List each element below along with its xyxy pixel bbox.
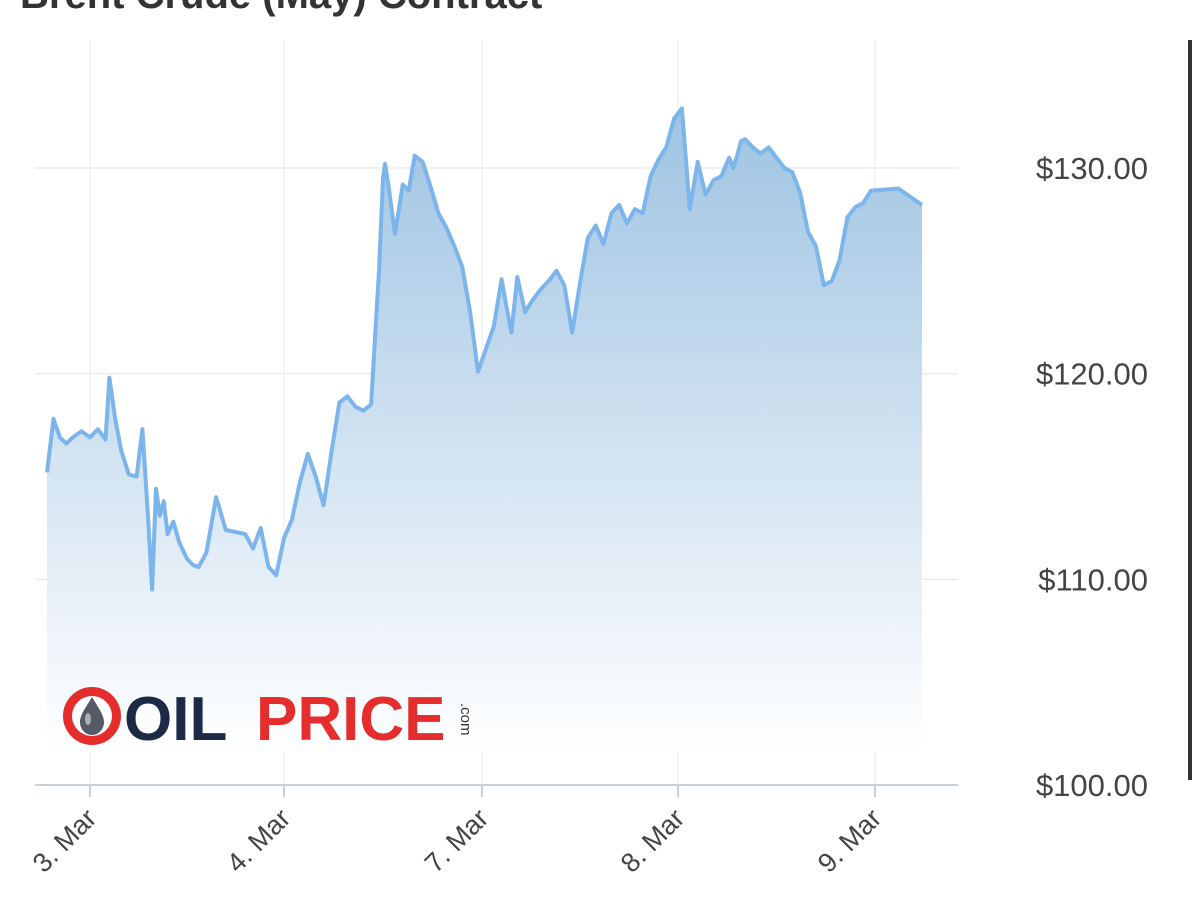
x-tick-label: 8. Mar (615, 803, 690, 878)
y-tick-label: $100.00 (1036, 768, 1148, 803)
x-tick-label: 7. Mar (419, 803, 494, 878)
y-tick-label: $130.00 (1036, 151, 1148, 186)
oilprice-logo: OIL PRICE .com (63, 685, 474, 754)
price-area (45, 106, 924, 752)
price-series-line (45, 106, 924, 592)
logo-price-text: PRICE (256, 685, 445, 754)
x-tick-label: 3. Mar (27, 803, 102, 878)
right-edge-bar (1188, 40, 1192, 780)
price-area-fill (47, 108, 922, 752)
chart-title: Brent Crude (May) Contract (20, 0, 542, 17)
x-tick-label: 9. Mar (812, 803, 887, 878)
x-axis-ticks: 3. Mar 4. Mar 7. Mar 8. Mar 9. Mar (27, 785, 887, 878)
y-tick-label: $120.00 (1036, 357, 1148, 392)
logo-com-text: .com (457, 703, 474, 736)
x-tick-label: 4. Mar (221, 803, 296, 878)
y-tick-label: $110.00 (1038, 562, 1148, 597)
oil-drop-icon (63, 687, 121, 745)
logo-oil-text: OIL (124, 685, 227, 754)
y-axis-ticks: $100.00 $110.00 $120.00 $130.00 (1036, 151, 1148, 803)
